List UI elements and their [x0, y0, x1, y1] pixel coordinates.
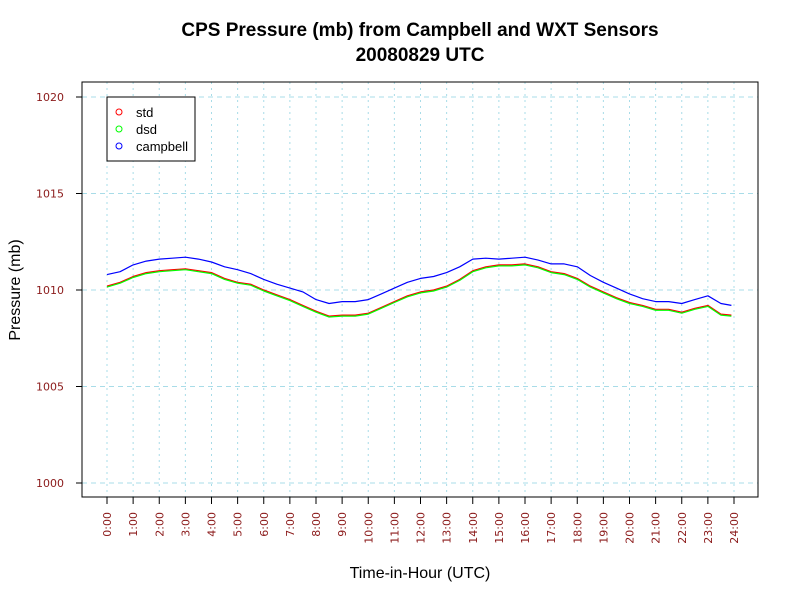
y-tick-label: 1020: [36, 91, 64, 104]
grid: [82, 82, 758, 497]
legend-marker-std: [115, 108, 123, 116]
y-tick-label: 1015: [36, 188, 64, 201]
x-axis: 0:00 1:00 2:00 3:00 4:00 5:00 6:00 7:00 8:00 9:00…: [101, 497, 741, 544]
x-tick-label: 21:00: [650, 512, 663, 544]
chart-subtitle: 20080829 UTC: [356, 45, 485, 66]
x-tick-label: 13:00: [441, 512, 454, 544]
x-tick-label: 5:00: [232, 512, 245, 537]
x-tick-label: 15:00: [493, 512, 506, 544]
x-tick-label: 6:00: [258, 512, 271, 537]
x-tick-label: 7:00: [284, 512, 297, 537]
x-tick-label: 20:00: [624, 512, 637, 544]
x-tick-label: 17:00: [545, 512, 558, 544]
series-line-dsd: [106, 264, 732, 318]
legend: std dsd campbell: [106, 96, 196, 162]
legend-marker-dsd: [115, 125, 123, 133]
legend-marker-campbell: [115, 142, 123, 150]
legend-label-dsd: dsd: [136, 122, 157, 137]
x-tick-label: 14:00: [467, 512, 480, 544]
legend-label-std: std: [136, 105, 153, 120]
y-tick-label: 1005: [36, 381, 64, 394]
x-tick-label: 18:00: [571, 512, 584, 544]
x-tick-label: 22:00: [676, 512, 689, 544]
x-tick-label: 19:00: [597, 512, 610, 544]
x-tick-label: 2:00: [153, 512, 166, 537]
chart-title: CPS Pressure (mb) from Campbell and WXT …: [181, 20, 658, 41]
series-line-std: [106, 263, 732, 317]
y-axis: 1000 1005 1010 1015 1020: [36, 91, 82, 490]
x-tick-label: 0:00: [101, 512, 114, 537]
x-tick-label: 8:00: [310, 512, 323, 537]
x-tick-label: 3:00: [179, 512, 192, 537]
x-tick-label: 24:00: [728, 512, 741, 544]
legend-label-campbell: campbell: [136, 139, 188, 154]
x-tick-label: 10:00: [362, 512, 375, 544]
x-tick-label: 12:00: [415, 512, 428, 544]
y-axis-title: Pressure (mb): [7, 239, 24, 340]
y-tick-label: 1000: [36, 477, 64, 490]
y-tick-label: 1010: [36, 284, 64, 297]
x-tick-label: 23:00: [702, 512, 715, 544]
x-tick-label: 1:00: [127, 512, 140, 537]
series-line-campbell: [106, 256, 732, 306]
x-axis-title: Time-in-Hour (UTC): [350, 565, 491, 582]
x-tick-label: 9:00: [336, 512, 349, 537]
x-tick-label: 16:00: [519, 512, 532, 544]
x-tick-label: 11:00: [388, 512, 401, 544]
series-lines: [106, 256, 732, 318]
x-tick-label: 4:00: [206, 512, 219, 537]
